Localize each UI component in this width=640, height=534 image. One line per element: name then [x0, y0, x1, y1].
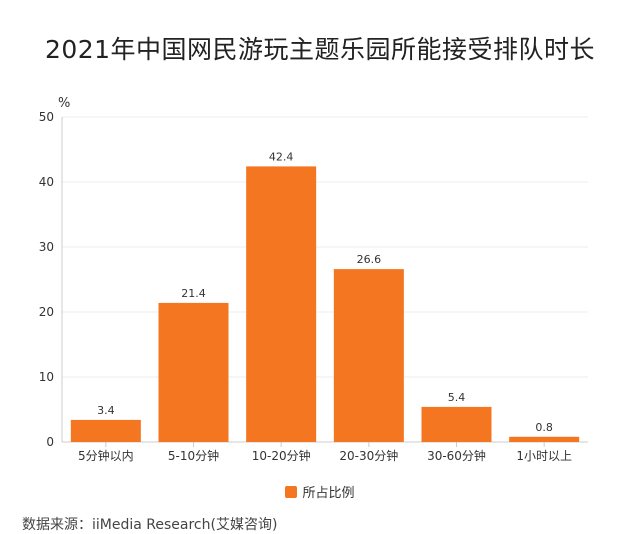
y-tick-label: 50	[39, 110, 54, 124]
y-tick-label: 40	[39, 175, 54, 189]
legend-swatch	[285, 485, 298, 498]
data-label: 5.4	[448, 391, 466, 404]
bar[interactable]	[333, 269, 404, 442]
data-source: 数据来源：iiMedia Research(艾媒咨询)	[22, 517, 278, 533]
data-label: 0.8	[535, 421, 553, 434]
x-tick-label: 1小时以上	[516, 449, 572, 463]
y-tick-label: 0	[46, 435, 54, 449]
data-label: 21.4	[181, 287, 206, 300]
x-tick-label: 10-20分钟	[252, 448, 311, 463]
x-tick-label: 30-60分钟	[427, 448, 486, 463]
x-tick-label: 5分钟以内	[78, 448, 134, 463]
bar[interactable]	[158, 302, 229, 442]
bar-chart: 0 10 20 30 40 50 3.4 5分钟以内 21.4 5-10分钟 42.4 10-20分钟…	[39, 110, 588, 463]
bar[interactable]	[246, 166, 317, 442]
chart-title: 2021年中国网民游玩主题乐园所能接受排队时长	[44, 35, 596, 64]
bar[interactable]	[509, 436, 580, 442]
data-label: 26.6	[357, 253, 382, 266]
bar[interactable]	[70, 419, 141, 442]
y-axis-unit: %	[58, 96, 71, 111]
y-tick-label: 10	[39, 370, 54, 384]
data-label: 3.4	[97, 404, 115, 417]
data-label: 42.4	[269, 150, 294, 163]
bar[interactable]	[421, 406, 492, 442]
x-tick-label: 20-30分钟	[339, 448, 398, 463]
x-tick-label: 5-10分钟	[168, 448, 219, 463]
legend-label: 所占比例	[302, 486, 355, 501]
y-tick-label: 20	[39, 305, 54, 319]
legend[interactable]: 所占比例	[0, 482, 640, 501]
y-tick-label: 30	[39, 240, 54, 254]
